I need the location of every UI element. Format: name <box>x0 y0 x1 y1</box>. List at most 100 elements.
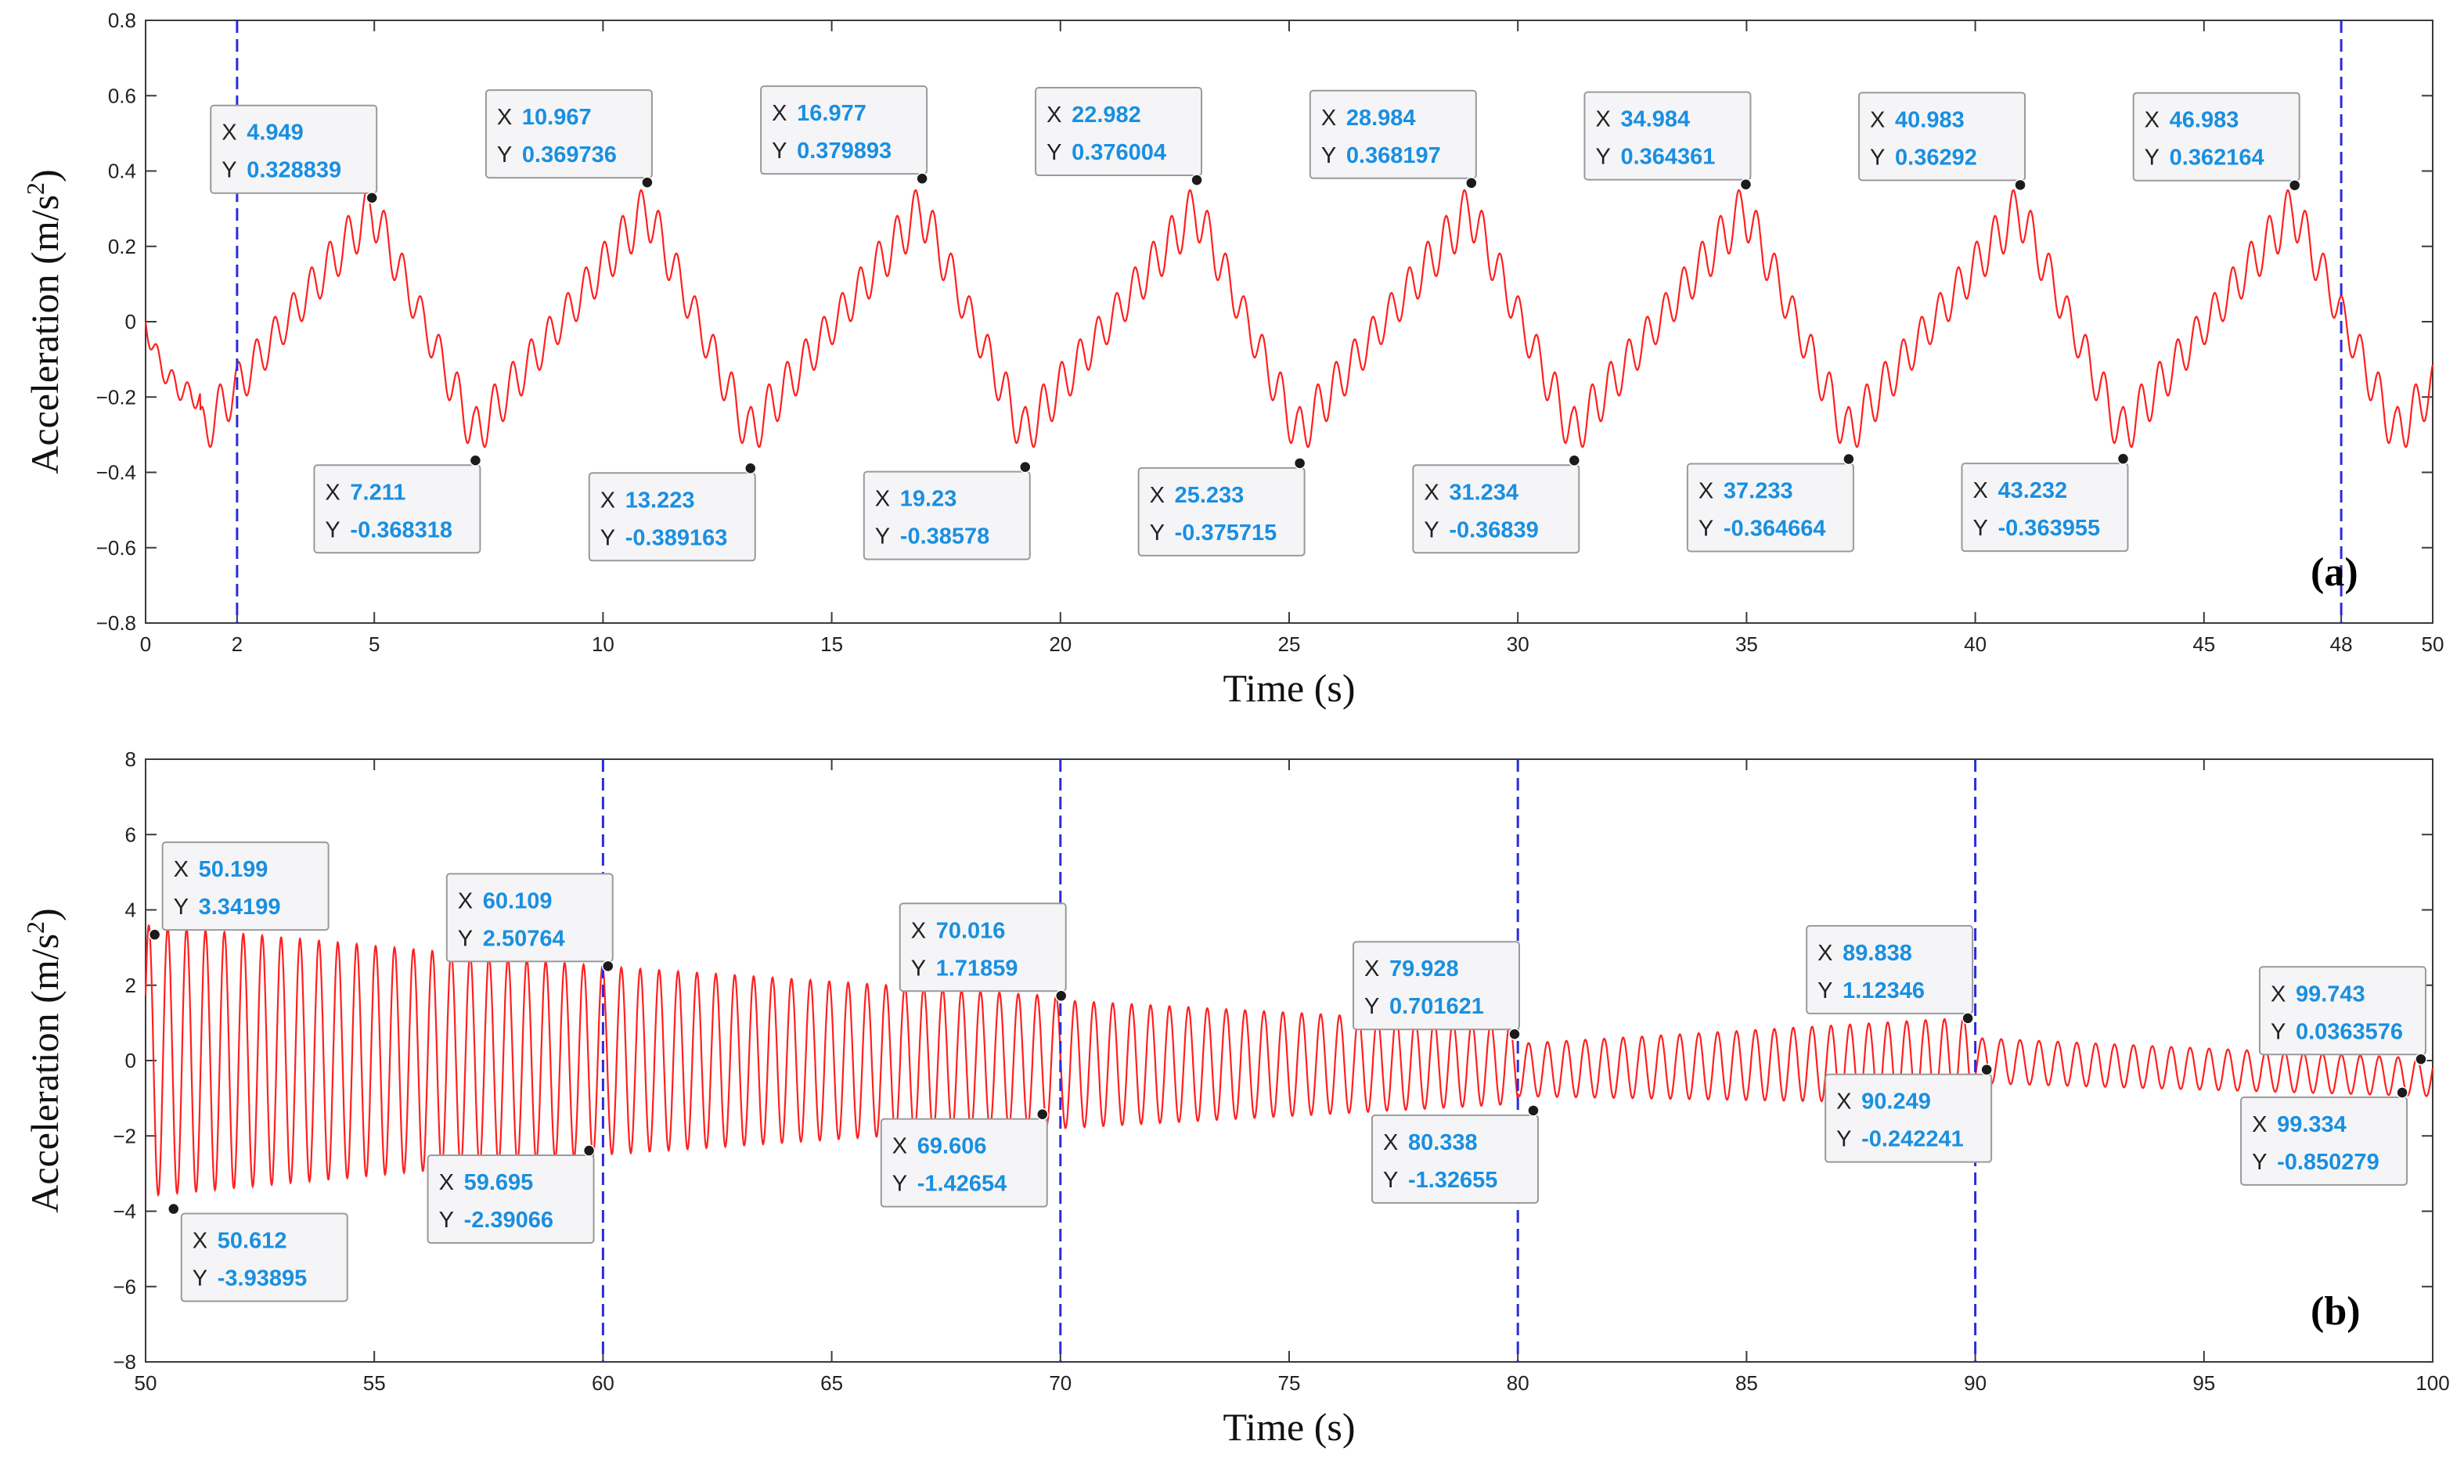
datatip[interactable]: X 16.977 Y 0.379893 <box>760 85 928 185</box>
datatip[interactable]: X 50.199 Y 3.34199 <box>148 841 330 941</box>
datatip-marker[interactable] <box>1293 457 1306 470</box>
datatip-y-key: Y <box>325 517 340 542</box>
datatip-marker[interactable] <box>1843 452 1855 466</box>
datatip[interactable]: X 22.982 Y 0.376004 <box>1035 87 1203 186</box>
datatip[interactable]: X 46.983 Y 0.362164 <box>2132 92 2301 192</box>
datatip[interactable]: X 79.928 Y 0.701621 <box>1352 941 1521 1040</box>
datatip[interactable]: X 25.233 Y -0.375715 <box>1137 457 1306 556</box>
datatip-y-value: -0.363955 <box>1997 516 2100 541</box>
datatip-marker[interactable] <box>2014 178 2026 192</box>
datatip-marker[interactable] <box>1465 177 1478 189</box>
x-tick-label: 35 <box>1735 632 1758 656</box>
datatip-marker[interactable] <box>1508 1028 1521 1040</box>
datatip-y-value: 0.701621 <box>1389 994 1484 1019</box>
y-axis-title-superscript: 2 <box>21 182 49 195</box>
datatip[interactable]: X 99.334 Y -0.850279 <box>2240 1086 2408 1186</box>
x-tick-label: 50 <box>135 1371 157 1395</box>
datatip-marker[interactable] <box>916 172 928 185</box>
y-tick-label: 6 <box>125 823 136 846</box>
datatip-marker[interactable] <box>1019 460 1032 474</box>
datatip[interactable]: X 31.234 Y -0.36839 <box>1412 454 1581 554</box>
datatip-x-key: X <box>193 1229 207 1254</box>
datatip-marker[interactable] <box>1568 454 1581 467</box>
datatip-y-value: 0.364361 <box>1620 145 1715 170</box>
datatip-marker[interactable] <box>602 960 614 973</box>
datatip[interactable]: X 4.949 Y 0.328839 <box>210 104 378 204</box>
y-tick-label: 0 <box>125 310 136 333</box>
y-tick-label: −2 <box>113 1124 136 1147</box>
datatip-marker[interactable] <box>2396 1086 2408 1099</box>
y-tick-label: 0.4 <box>108 160 136 183</box>
datatip-y-key: Y <box>2252 1150 2267 1175</box>
datatip-y-value: 3.34199 <box>199 895 281 920</box>
x-tick-label: 40 <box>1964 632 1987 656</box>
datatip[interactable]: X 34.984 Y 0.364361 <box>1583 91 1753 191</box>
datatip[interactable]: X 89.838 Y 1.12346 <box>1806 924 1974 1025</box>
datatip-box <box>313 464 481 554</box>
datatip-marker[interactable] <box>168 1202 180 1216</box>
datatip[interactable]: X 80.338 Y -1.32655 <box>1371 1104 1540 1204</box>
datatip-box <box>1806 924 1974 1014</box>
datatip-marker[interactable] <box>1036 1108 1049 1121</box>
datatip-box <box>588 472 756 562</box>
x-tick-label: 50 <box>2422 632 2444 656</box>
datatip[interactable]: X 60.109 Y 2.50764 <box>445 873 614 973</box>
datatip-x-value: 4.949 <box>247 121 304 146</box>
datatip-marker[interactable] <box>1739 178 1753 191</box>
datatip-y-key: Y <box>875 524 890 549</box>
datatip[interactable]: X 50.612 Y -3.93895 <box>168 1202 348 1302</box>
datatip-y-value: -0.38578 <box>900 524 990 549</box>
datatip-y-key: Y <box>458 926 473 951</box>
datatip-x-value: 89.838 <box>1843 941 1912 966</box>
x-tick-label: 85 <box>1735 1371 1758 1395</box>
datatip-box <box>2258 966 2426 1056</box>
x-axis-title: Time (s) <box>1223 1405 1355 1449</box>
datatip-marker[interactable] <box>1191 174 1203 186</box>
datatip-box <box>210 104 378 194</box>
datatip[interactable]: X 7.211 Y -0.368318 <box>313 454 482 554</box>
datatip-marker[interactable] <box>2116 452 2130 465</box>
datatip-box <box>760 85 928 175</box>
y-axis-title-superscript: 2 <box>21 921 49 934</box>
datatip[interactable]: X 40.983 Y 0.36292 <box>1858 92 2026 192</box>
datatip-marker[interactable] <box>2415 1053 2427 1066</box>
datatip[interactable]: X 13.223 Y -0.389163 <box>588 462 757 562</box>
x-tick-label: 2 <box>232 632 243 656</box>
datatip[interactable]: X 19.23 Y -0.38578 <box>863 460 1032 560</box>
datatip[interactable]: X 90.249 Y -0.242241 <box>1825 1063 1993 1163</box>
datatip-marker[interactable] <box>469 454 482 467</box>
panel-a-chart: 0 2 5 10 15 20 25 30 35 40 45 48 50−0.8−0.6−0.4−0.20… <box>21 9 2444 710</box>
y-tick-label: −4 <box>113 1200 136 1223</box>
datatip-marker[interactable] <box>1980 1063 1993 1076</box>
datatip-y-key: Y <box>1424 517 1439 542</box>
datatip-y-key: Y <box>1364 994 1379 1019</box>
x-axis-title: Time (s) <box>1223 666 1355 710</box>
x-tick-label: 15 <box>820 632 843 656</box>
datatip[interactable]: X 43.232 Y -0.363955 <box>1961 452 2130 553</box>
datatip-marker[interactable] <box>1054 989 1068 1003</box>
datatip[interactable]: X 99.743 Y 0.0363576 <box>2258 966 2427 1066</box>
y-tick-label: 4 <box>125 899 136 922</box>
datatip[interactable]: X 70.016 Y 1.71859 <box>899 902 1068 1003</box>
y-tick-label: −0.2 <box>96 385 136 409</box>
y-tick-label: 0.8 <box>108 9 136 32</box>
datatip-marker[interactable] <box>582 1144 596 1157</box>
datatip-y-key: Y <box>1972 516 1987 541</box>
datatip[interactable]: X 37.233 Y -0.364664 <box>1686 452 1855 553</box>
datatip-marker[interactable] <box>148 928 161 941</box>
datatip-marker[interactable] <box>641 176 654 189</box>
datatip-x-key: X <box>600 488 615 513</box>
datatip-marker[interactable] <box>366 191 378 204</box>
datatip[interactable]: X 28.984 Y 0.368197 <box>1309 89 1478 189</box>
x-tick-label: 75 <box>1278 1371 1301 1395</box>
datatip-marker[interactable] <box>2288 178 2301 192</box>
y-tick-label: −0.4 <box>96 461 136 484</box>
datatip-x-key: X <box>2252 1112 2267 1137</box>
datatip[interactable]: X 10.967 Y 0.369736 <box>485 89 654 189</box>
datatip-marker[interactable] <box>744 462 757 475</box>
datatip-marker[interactable] <box>1527 1104 1540 1117</box>
y-axis-title-text: Acceleration (m/s <box>23 195 67 474</box>
datatip[interactable]: X 69.606 Y -1.42654 <box>880 1108 1049 1208</box>
datatip-marker[interactable] <box>1961 1012 1974 1025</box>
datatip[interactable]: X 59.695 Y -2.39066 <box>427 1144 596 1244</box>
